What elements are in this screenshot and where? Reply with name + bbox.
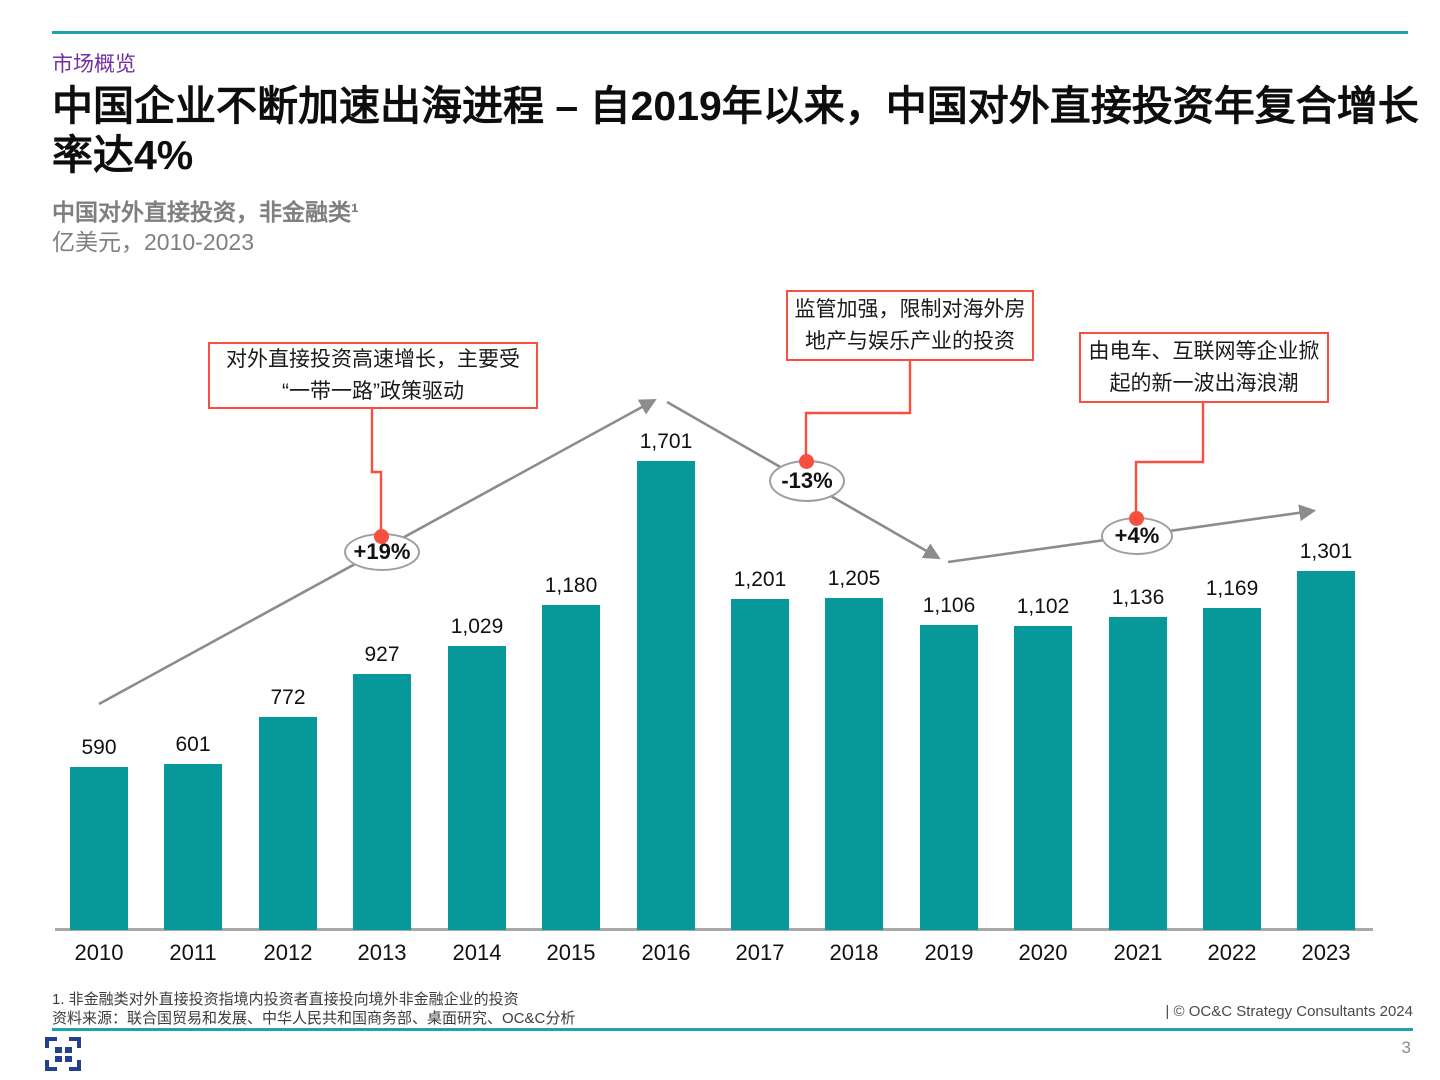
annotation-callout-new-wave: 由电车、互联网等企业掀 起的新一波出海浪潮 xyxy=(1079,332,1329,403)
x-axis-label-2016: 2016 xyxy=(641,940,691,965)
x-axis-label-2015: 2015 xyxy=(546,940,596,965)
bar-2012 xyxy=(259,717,317,930)
x-axis-label-2019: 2019 xyxy=(924,940,974,965)
bar-2011 xyxy=(164,764,222,930)
bar-value-label: 590 xyxy=(81,736,117,759)
annotation-callout-belt-road: 对外直接投资高速增长，主要受 “一带一路”政策驱动 xyxy=(208,342,538,409)
chart-unit-label: 亿美元，2010-2023 xyxy=(52,229,254,255)
bar-value-label: 1,136 xyxy=(1111,586,1165,609)
copyright-note: | © OC&C Strategy Consultants 2024 xyxy=(1165,1003,1413,1020)
bar-2020 xyxy=(1014,626,1072,930)
bar-value-label: 1,102 xyxy=(1016,595,1070,618)
x-axis-label-2010: 2010 xyxy=(74,940,124,965)
x-axis-label-2017: 2017 xyxy=(735,940,785,965)
callout-text-line: 对外直接投资高速增长，主要受 xyxy=(226,348,520,371)
x-axis-label-2013: 2013 xyxy=(357,940,407,965)
leader-anchor-dot xyxy=(1129,511,1144,526)
bar-2018 xyxy=(825,598,883,930)
bar-value-label: 1,205 xyxy=(827,567,881,590)
x-axis-label-2022: 2022 xyxy=(1207,940,1257,965)
source-note: 资料来源：联合国贸易和发展、中华人民共和国商务部、桌面研究、OC&C分析 xyxy=(52,1010,576,1027)
bar-2022 xyxy=(1203,608,1261,930)
bar-value-label: 1,169 xyxy=(1205,577,1259,600)
occ-strategy-logo-icon xyxy=(45,1037,81,1071)
bar-2019 xyxy=(920,625,978,930)
bar-value-label: 772 xyxy=(270,686,306,709)
bar-value-label: 1,180 xyxy=(544,574,598,597)
callout-text-line: 地产与娱乐产业的投资 xyxy=(805,329,1015,353)
top-divider xyxy=(52,31,1408,34)
x-axis-label-2014: 2014 xyxy=(452,940,502,965)
footnote: 1. 非金融类对外直接投资指境内投资者直接投向境外非金融企业的投资 xyxy=(52,991,519,1008)
callout-text-line: 监管加强，限制对海外房 xyxy=(794,298,1026,321)
callout-text-line: 起的新一波出海浪潮 xyxy=(1109,371,1299,395)
bar-value-label: 1,301 xyxy=(1299,540,1353,563)
x-axis-label-2018: 2018 xyxy=(829,940,879,965)
bar-2016 xyxy=(637,461,695,930)
x-axis-label-2012: 2012 xyxy=(263,940,313,965)
bar-value-label: 1,201 xyxy=(733,568,787,591)
bar-2014 xyxy=(448,646,506,930)
chart-title: 中国对外直接投资，非金融类¹ xyxy=(52,199,359,225)
bar-2017 xyxy=(731,599,789,930)
leader-anchor-dot xyxy=(799,454,814,469)
bar-value-label: 601 xyxy=(175,733,211,756)
callout-text-line: “一带一路”政策驱动 xyxy=(282,379,464,403)
page-title-line2: 率达4% xyxy=(52,132,194,179)
bottom-divider xyxy=(52,1028,1413,1031)
bar-2021 xyxy=(1109,617,1167,930)
page-title-line1: 中国企业不断加速出海进程 – 自2019年以来，中国对外直接投资年复合增长 xyxy=(52,83,1419,129)
bar-2023 xyxy=(1297,571,1355,930)
bar-value-label: 1,029 xyxy=(450,615,504,638)
bar-2010 xyxy=(70,767,128,930)
x-axis-label-2011: 2011 xyxy=(169,940,217,965)
bar-value-label: 1,106 xyxy=(922,594,976,617)
bar-value-label: 927 xyxy=(364,643,400,666)
section-eyebrow: 市场概览 xyxy=(52,53,136,76)
bar-value-label: 1,701 xyxy=(639,430,693,453)
leader-anchor-dot xyxy=(374,529,389,544)
x-axis-line xyxy=(55,928,1373,931)
x-axis-label-2021: 2021 xyxy=(1113,940,1163,965)
bar-2015 xyxy=(542,605,600,930)
page-number: 3 xyxy=(1401,1038,1411,1057)
callout-text-line: 由电车、互联网等企业掀 xyxy=(1088,340,1320,363)
x-axis-label-2020: 2020 xyxy=(1018,940,1068,965)
x-axis-label-2023: 2023 xyxy=(1301,940,1351,965)
bar-2013 xyxy=(353,674,411,930)
page-title: 中国企业不断加速出海进程 – 自2019年以来，中国对外直接投资年复合增长 率达4… xyxy=(52,82,1427,180)
annotation-callout-regulation: 监管加强，限制对海外房 地产与娱乐产业的投资 xyxy=(786,290,1034,361)
